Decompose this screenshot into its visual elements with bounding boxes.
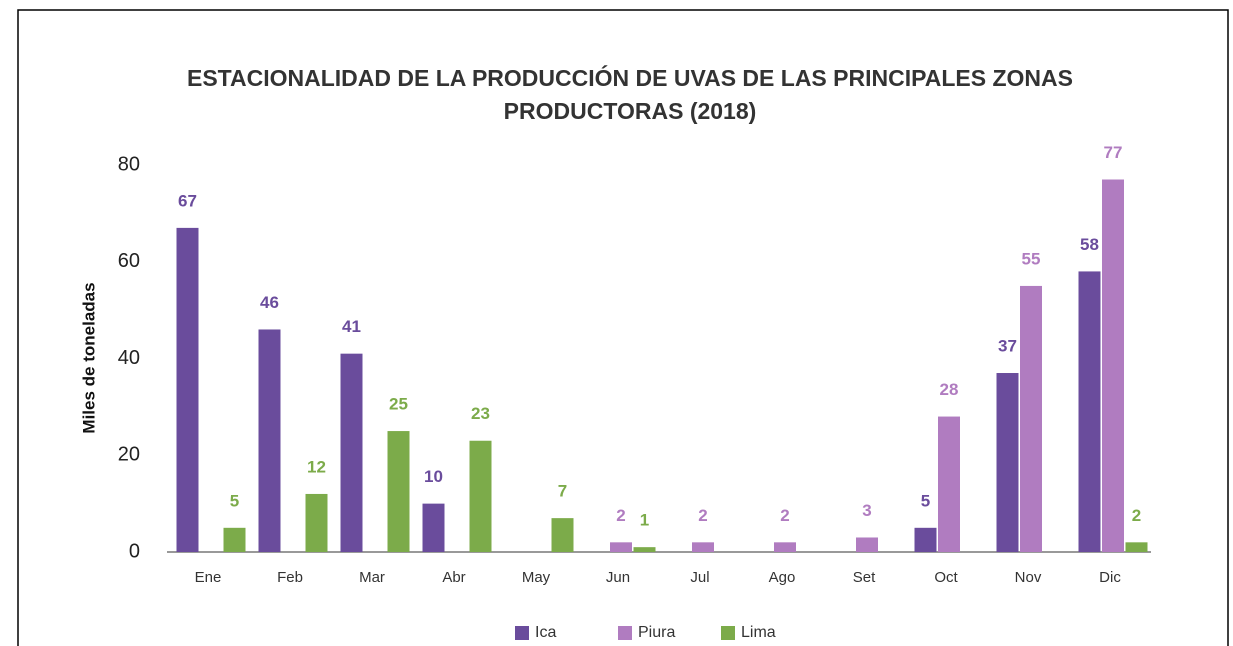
- bar: [176, 227, 199, 552]
- data-label: 58: [1080, 235, 1099, 254]
- y-tick-label: 80: [118, 153, 140, 175]
- bar: [856, 537, 878, 552]
- data-label: 25: [389, 395, 408, 414]
- x-tick-label: Nov: [1015, 569, 1042, 586]
- bar: [305, 493, 328, 552]
- data-label: 3: [862, 501, 871, 520]
- x-tick-label: Dic: [1099, 569, 1121, 586]
- data-label: 5: [921, 491, 930, 510]
- data-label: 7: [558, 482, 567, 501]
- bar: [610, 542, 632, 552]
- legend-label: Ica: [535, 624, 556, 641]
- bar: [422, 503, 445, 552]
- bar: [551, 518, 574, 552]
- x-tick-label: Set: [853, 569, 876, 586]
- data-label: 1: [640, 511, 649, 530]
- data-label: 41: [342, 317, 361, 336]
- x-tick-label: Jul: [690, 569, 709, 586]
- data-label: 10: [424, 467, 443, 486]
- data-label: 23: [471, 404, 490, 423]
- x-tick-label: Abr: [442, 569, 465, 586]
- data-label: 2: [780, 506, 789, 525]
- bar: [340, 353, 363, 552]
- data-label: 2: [616, 506, 625, 525]
- x-tick-label: Mar: [359, 569, 385, 586]
- chart-title: ESTACIONALIDAD DE LA PRODUCCIÓN DE UVAS …: [187, 65, 1073, 124]
- data-label: 2: [1132, 506, 1141, 525]
- x-tick-label: Ago: [769, 569, 796, 586]
- frame: [17, 9, 1229, 646]
- legend-swatch: [618, 626, 632, 640]
- legend-label: Piura: [638, 624, 675, 641]
- x-tick-label: Feb: [277, 569, 303, 586]
- data-label: 5: [230, 491, 239, 510]
- bar: [223, 527, 246, 552]
- data-label: 67: [178, 191, 197, 210]
- data-label: 55: [1022, 249, 1041, 268]
- x-tick-label: Ene: [195, 569, 222, 586]
- data-label: 77: [1104, 143, 1123, 162]
- x-tick-label: Oct: [934, 569, 958, 586]
- bar: [387, 431, 410, 552]
- bar: [774, 542, 796, 552]
- legend-label: Lima: [741, 624, 776, 641]
- legend-swatch: [515, 626, 529, 640]
- bar: [633, 547, 656, 552]
- bar: [469, 440, 492, 552]
- data-label: 28: [940, 380, 959, 399]
- bar: [1102, 179, 1124, 552]
- legend-swatch: [721, 626, 735, 640]
- bar: [1125, 542, 1148, 552]
- bar: [692, 542, 714, 552]
- y-tick-label: 40: [118, 347, 140, 369]
- bar: [258, 329, 281, 552]
- data-label: 37: [998, 336, 1017, 355]
- y-axis-label: Miles de toneladas: [79, 282, 98, 433]
- bar: [1078, 271, 1101, 552]
- data-label: 46: [260, 293, 279, 312]
- bar: [1020, 285, 1042, 552]
- bar: [996, 373, 1019, 552]
- x-tick-label: May: [522, 569, 551, 586]
- bar: [914, 527, 937, 552]
- data-label: 2: [698, 506, 707, 525]
- y-tick-label: 20: [118, 444, 140, 466]
- x-tick-label: Jun: [606, 569, 630, 586]
- y-tick-label: 0: [129, 540, 140, 562]
- y-tick-label: 60: [118, 250, 140, 272]
- bar: [938, 416, 960, 552]
- data-label: 12: [307, 457, 326, 476]
